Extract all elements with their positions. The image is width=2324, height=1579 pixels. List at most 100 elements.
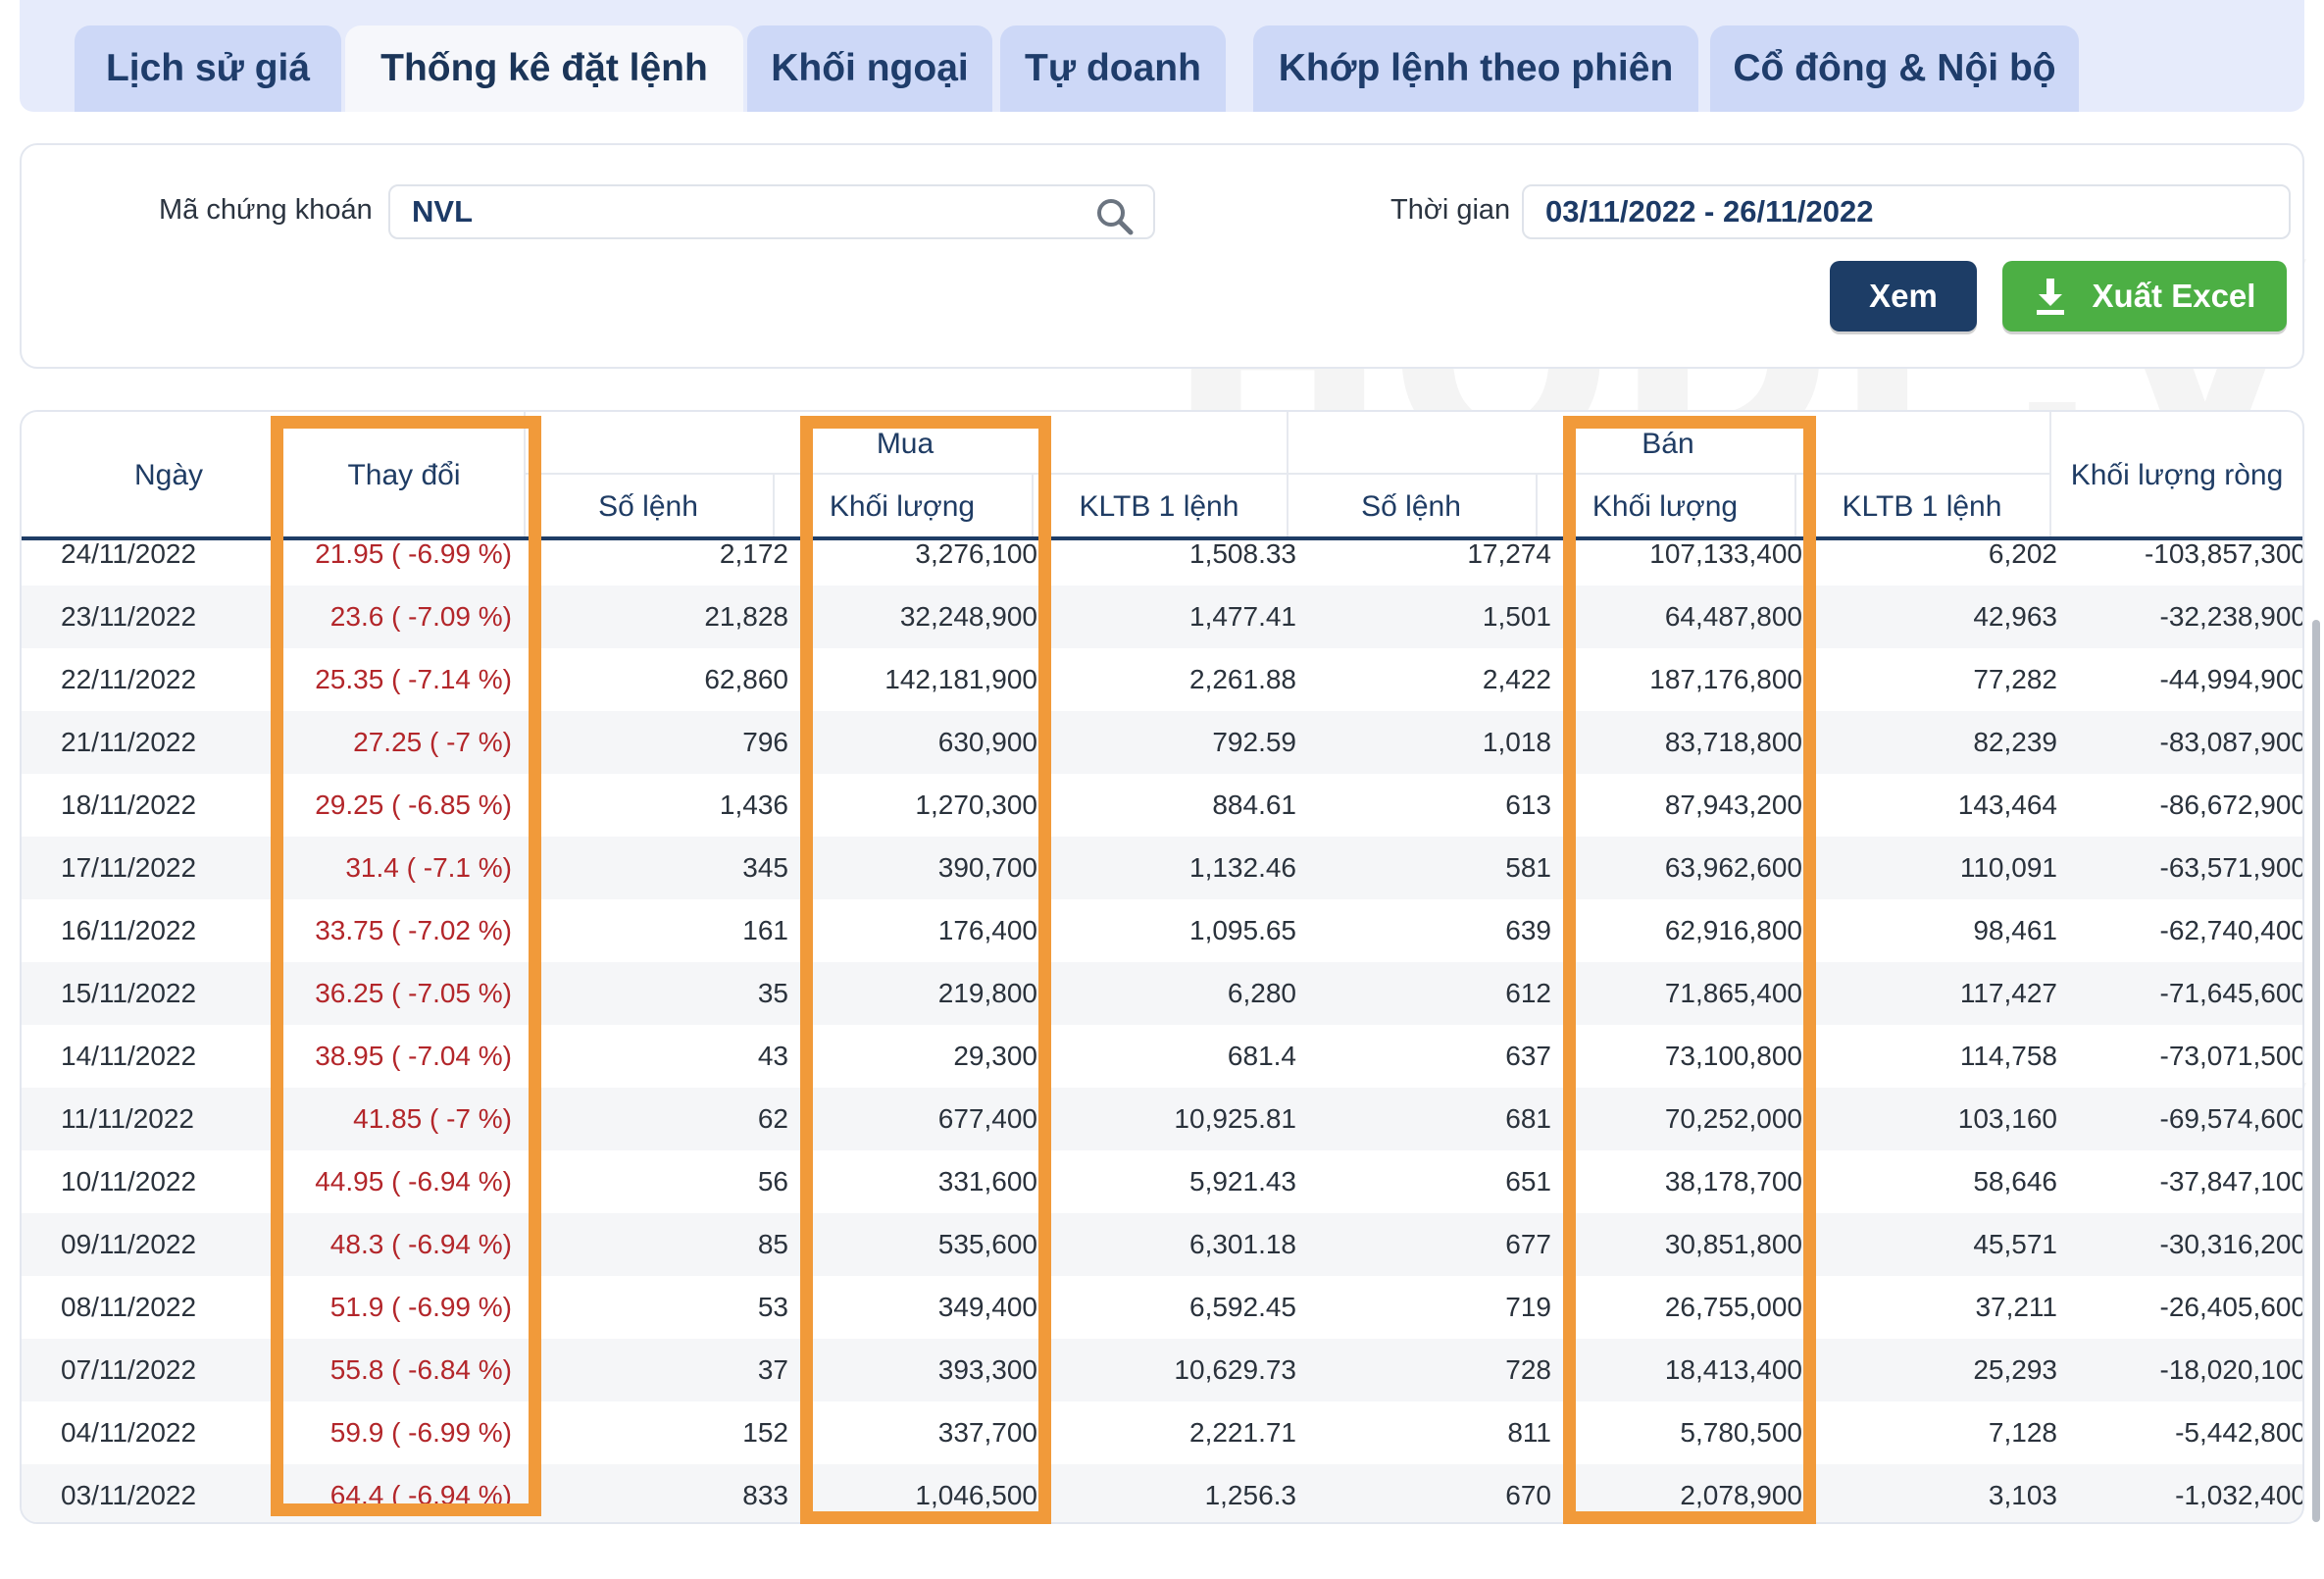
cell-change: 21.95 ( -6.99 %)	[315, 540, 512, 569]
cell-sell-avg: 6,202	[1988, 540, 2057, 569]
cell-sell-avg: 143,464	[1957, 790, 2057, 820]
cell-net-volume: -73,071,500	[2159, 1041, 2302, 1071]
cell-sell-avg: 114,758	[1959, 1041, 2057, 1071]
table-row: 10/11/2022 44.95 ( -6.94 %) 56 331,600 5,921…	[22, 1150, 2302, 1213]
cell-change: 23.6 ( -7.09 %)	[329, 601, 512, 632]
tab-thong-ke-dat-lenh[interactable]: Thống kê đặt lệnh	[345, 25, 743, 112]
cell-sell-orders: 639	[1505, 915, 1551, 945]
cell-buy-avg: 10,925.81	[1174, 1103, 1296, 1134]
cell-net-volume: -44,994,900	[2159, 664, 2302, 694]
cell-buy-volume: 393,300	[937, 1354, 1037, 1385]
cell-net-volume: -5,442,800	[2175, 1417, 2302, 1448]
cell-sell-volume: 26,755,000	[1664, 1292, 1802, 1322]
symbol-input[interactable]: NVL	[388, 184, 1155, 239]
cell-buy-volume: 219,800	[937, 978, 1037, 1008]
table-row: 17/11/2022 31.4 ( -7.1 %) 345 390,700 1,132.…	[22, 837, 2302, 899]
cell-date: 15/11/2022	[61, 978, 197, 1008]
cell-buy-orders: 152	[742, 1417, 788, 1448]
cell-sell-orders: 613	[1505, 790, 1551, 820]
cell-buy-orders: 53	[757, 1292, 788, 1322]
cell-net-volume: -103,857,300	[2144, 540, 2302, 569]
tab-khoi-ngoai[interactable]: Khối ngoại	[747, 25, 992, 112]
tab-lich-su-gia[interactable]: Lịch sử giá	[75, 25, 341, 112]
cell-sell-volume: 73,100,800	[1664, 1041, 1802, 1071]
cell-sell-volume: 5,780,500	[1680, 1417, 1802, 1448]
table-row: 11/11/2022 41.85 ( -7 %) 62 677,400 10,925.8…	[22, 1088, 2302, 1150]
view-button[interactable]: Xem	[1830, 261, 1977, 331]
cell-buy-avg: 6,301.18	[1189, 1229, 1296, 1259]
cell-sell-avg: 42,963	[1973, 601, 2057, 632]
table-scrollbar[interactable]	[2312, 620, 2320, 1522]
table-body: 24/11/2022 21.95 ( -6.99 %) 2,172 3,276,100…	[22, 540, 2302, 1522]
cell-net-volume: -37,847,100	[2159, 1166, 2302, 1197]
tab-co-dong-noi-bo[interactable]: Cổ đông & Nội bộ	[1710, 25, 2079, 112]
cell-buy-volume: 677,400	[937, 1103, 1037, 1134]
cell-buy-orders: 62	[757, 1103, 788, 1134]
cell-date: 10/11/2022	[61, 1166, 197, 1197]
cell-buy-avg: 2,221.71	[1189, 1417, 1296, 1448]
cell-net-volume: -62,740,400	[2159, 915, 2302, 945]
symbol-value: NVL	[412, 194, 473, 229]
cell-date: 24/11/2022	[61, 540, 197, 569]
header-sell-avg: KLTB 1 lệnh	[1842, 490, 2002, 523]
header-date: Ngày	[133, 459, 204, 491]
cell-change: 41.85 ( -7 %)	[353, 1103, 512, 1134]
cell-sell-volume: 64,487,800	[1664, 601, 1802, 632]
cell-buy-avg: 681.4	[1227, 1041, 1296, 1071]
search-icon[interactable]	[1094, 196, 1134, 235]
cell-date: 18/11/2022	[61, 790, 197, 820]
header-buy-avg: KLTB 1 lệnh	[1079, 490, 1239, 523]
cell-sell-orders: 1,018	[1482, 727, 1551, 757]
cell-buy-orders: 21,828	[704, 601, 788, 632]
cell-sell-volume: 187,176,800	[1649, 664, 1802, 694]
cell-sell-orders: 17,274	[1467, 540, 1551, 569]
cell-sell-volume: 83,718,800	[1664, 727, 1802, 757]
cell-sell-avg: 7,128	[1988, 1417, 2057, 1448]
tab-khop-lenh-theo-phien[interactable]: Khớp lệnh theo phiên	[1253, 25, 1698, 112]
header-buy-group: Mua	[876, 428, 935, 460]
table-row: 22/11/2022 25.35 ( -7.14 %) 62,860 142,181,…	[22, 648, 2302, 711]
table-row: 21/11/2022 27.25 ( -7 %) 796 630,900 792.59 1…	[22, 711, 2302, 774]
cell-sell-avg: 3,103	[1988, 1480, 2057, 1510]
cell-change: 55.8 ( -6.84 %)	[329, 1354, 512, 1385]
cell-buy-orders: 43	[757, 1041, 788, 1071]
cell-buy-volume: 331,600	[937, 1166, 1037, 1197]
table-row: 14/11/2022 38.95 ( -7.04 %) 43 29,300 681.4 6…	[22, 1025, 2302, 1088]
cell-sell-orders: 670	[1505, 1480, 1551, 1510]
cell-buy-avg: 6,280	[1227, 978, 1296, 1008]
cell-sell-orders: 651	[1505, 1166, 1551, 1197]
cell-change: 59.9 ( -6.99 %)	[329, 1417, 512, 1448]
header-buy-orders: Số lệnh	[598, 490, 698, 523]
cell-net-volume: -1,032,400	[2175, 1480, 2302, 1510]
order-statistics-table: Ngày Thay đổi Mua Bán Số lệnh Khối lượng…	[20, 410, 2304, 1524]
cell-date: 09/11/2022	[61, 1229, 197, 1259]
cell-date: 16/11/2022	[61, 915, 197, 945]
cell-sell-orders: 1,501	[1482, 601, 1551, 632]
cell-buy-volume: 390,700	[937, 852, 1037, 883]
header-sell-volume: Khối lượng	[1591, 490, 1739, 523]
cell-change: 29.25 ( -6.85 %)	[315, 790, 512, 820]
export-excel-label: Xuất Excel	[2092, 278, 2256, 314]
cell-date: 04/11/2022	[61, 1417, 197, 1448]
cell-change: 44.95 ( -6.94 %)	[315, 1166, 512, 1197]
table-row: 24/11/2022 21.95 ( -6.99 %) 2,172 3,276,100…	[22, 540, 2302, 586]
cell-sell-avg: 25,293	[1973, 1354, 2057, 1385]
cell-sell-orders: 728	[1505, 1354, 1551, 1385]
cell-sell-volume: 87,943,200	[1664, 790, 1802, 820]
export-excel-button[interactable]: Xuất Excel	[2002, 261, 2287, 331]
table-row: 03/11/2022 64.4 ( -6.94 %) 833 1,046,500 1,2…	[22, 1464, 2302, 1522]
cell-buy-volume: 535,600	[937, 1229, 1037, 1259]
cell-sell-avg: 77,282	[1973, 664, 2057, 694]
tab-tu-doanh[interactable]: Tự doanh	[1000, 25, 1226, 112]
time-range-input[interactable]: 03/11/2022 - 26/11/2022	[1522, 184, 2291, 239]
cell-net-volume: -86,672,900	[2159, 790, 2302, 820]
cell-buy-avg: 884.61	[1212, 790, 1296, 820]
cell-date: 07/11/2022	[61, 1354, 197, 1385]
cell-date: 17/11/2022	[61, 852, 197, 883]
cell-date: 03/11/2022	[61, 1480, 197, 1510]
time-label: Thời gian	[1390, 194, 1511, 226]
cell-sell-orders: 677	[1505, 1229, 1551, 1259]
cell-buy-orders: 85	[757, 1229, 788, 1259]
cell-net-volume: -18,020,100	[2159, 1354, 2302, 1385]
cell-buy-orders: 833	[742, 1480, 788, 1510]
